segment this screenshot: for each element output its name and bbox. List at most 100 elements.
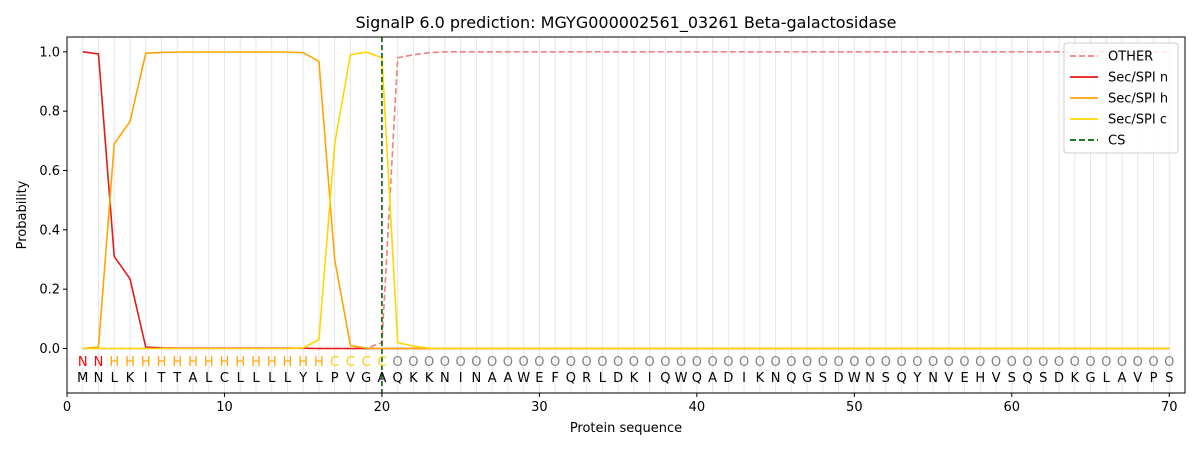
- chart-title: SignalP 6.0 prediction: MGYG000002561_03…: [355, 13, 896, 33]
- region-label: O: [1085, 355, 1095, 370]
- region-label: C: [377, 355, 386, 370]
- residue-label: A: [488, 371, 497, 386]
- residue-label: S: [1165, 371, 1173, 386]
- x-tick-label: 50: [846, 400, 863, 415]
- region-label: O: [660, 355, 670, 370]
- residue-label: N: [865, 371, 875, 386]
- series-line-sec-spi-c: [82, 51, 1170, 350]
- residue-label: S: [819, 371, 827, 386]
- region-label: O: [1101, 355, 1111, 370]
- region-label: O: [534, 355, 544, 370]
- x-tick-label: 70: [1161, 400, 1178, 415]
- region-label: H: [141, 355, 151, 370]
- region-label: H: [298, 355, 308, 370]
- residue-label: L: [284, 371, 292, 386]
- residue-label: Q: [786, 371, 796, 386]
- residue-label: N: [440, 371, 450, 386]
- region-label: H: [220, 355, 230, 370]
- region-label: O: [408, 355, 418, 370]
- x-axis-ticks: 0 10 20 30 40 50 60 70: [63, 393, 1178, 415]
- legend-entry: Sec/SPI c: [1108, 113, 1167, 128]
- residue-label: V: [1133, 371, 1142, 386]
- residue-label: W: [675, 371, 688, 386]
- x-tick-label: 0: [63, 400, 71, 415]
- region-label: O: [456, 355, 466, 370]
- residue-label: Y: [912, 371, 921, 386]
- region-label: O: [1038, 355, 1048, 370]
- residue-label: F: [551, 371, 558, 386]
- region-label: O: [471, 355, 481, 370]
- residue-label: C: [220, 371, 229, 386]
- residue-label: S: [882, 371, 890, 386]
- region-label: H: [204, 355, 214, 370]
- residue-label: I: [742, 371, 746, 386]
- region-label: H: [314, 355, 324, 370]
- series-line-sec-spi-h: [82, 51, 1170, 350]
- x-tick-label: 10: [216, 400, 233, 415]
- residue-label: A: [1118, 371, 1127, 386]
- region-label: O: [975, 355, 985, 370]
- legend-entry: Sec/SPI n: [1108, 71, 1168, 86]
- residue-label: Q: [393, 371, 403, 386]
- residue-label: K: [1071, 371, 1080, 386]
- region-label: O: [723, 355, 733, 370]
- x-axis-label: Protein sequence: [570, 421, 682, 436]
- residue-label: T: [157, 371, 166, 386]
- legend-entry: CS: [1108, 134, 1125, 149]
- residue-label: L: [599, 371, 607, 386]
- residue-label: A: [503, 371, 512, 386]
- region-label: O: [487, 355, 497, 370]
- residue-label: E: [535, 371, 543, 386]
- region-label: O: [1070, 355, 1080, 370]
- series-line-sec-spi-n: [82, 51, 1170, 350]
- region-label: O: [881, 355, 891, 370]
- region-label: O: [818, 355, 828, 370]
- residue-label: D: [834, 371, 844, 386]
- residue-label: Q: [896, 371, 906, 386]
- residue-label: Q: [692, 371, 702, 386]
- region-label: O: [928, 355, 938, 370]
- legend-box: [1063, 42, 1179, 154]
- region-label: O: [912, 355, 922, 370]
- residue-label: L: [252, 371, 260, 386]
- region-label: O: [1007, 355, 1017, 370]
- residue-label: I: [648, 371, 652, 386]
- y-axis-ticks: 0.0 0.2 0.4 0.6 0.8 1.0: [39, 45, 67, 357]
- residue-label: Y: [298, 371, 307, 386]
- region-label: O: [991, 355, 1001, 370]
- y-tick-label: 0.0: [39, 342, 60, 357]
- region-label: O: [692, 355, 702, 370]
- region-label: O: [424, 355, 434, 370]
- region-label: O: [597, 355, 607, 370]
- region-label: O: [1022, 355, 1032, 370]
- region-label: O: [1054, 355, 1064, 370]
- residue-label: G: [1085, 371, 1095, 386]
- region-label: O: [1117, 355, 1127, 370]
- y-tick-label: 0.4: [39, 223, 60, 238]
- y-tick-label: 0.8: [39, 105, 60, 120]
- region-label: O: [582, 355, 592, 370]
- y-tick-label: 0.2: [39, 283, 60, 298]
- region-label: O: [944, 355, 954, 370]
- residue-label: A: [189, 371, 198, 386]
- region-label: O: [440, 355, 450, 370]
- residue-label: K: [126, 371, 135, 386]
- residue-label: L: [315, 371, 323, 386]
- region-label: O: [739, 355, 749, 370]
- residue-label: D: [723, 371, 733, 386]
- residue-label: P: [1150, 371, 1158, 386]
- region-label: O: [833, 355, 843, 370]
- region-label: O: [676, 355, 686, 370]
- residue-label: Q: [660, 371, 670, 386]
- y-tick-label: 0.6: [39, 164, 60, 179]
- grid-lines: [82, 37, 1170, 393]
- residue-label: V: [346, 371, 355, 386]
- region-label: H: [235, 355, 245, 370]
- region-label: N: [94, 355, 104, 370]
- y-tick-label: 1.0: [39, 45, 60, 60]
- plot-frame: [66, 36, 1186, 394]
- region-label: O: [1164, 355, 1174, 370]
- region-label: O: [849, 355, 859, 370]
